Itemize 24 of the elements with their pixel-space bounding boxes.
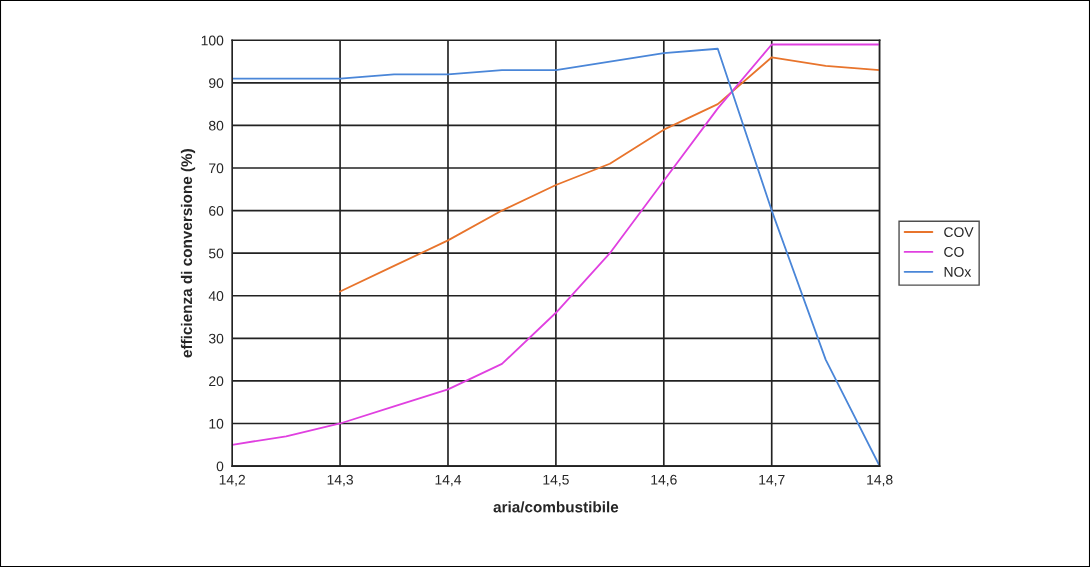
x-tick-label: 14,3: [327, 474, 353, 487]
x-tick-label: 14,5: [543, 474, 569, 487]
y-tick-label: 20: [209, 376, 224, 387]
x-tick-label: 14,7: [759, 474, 785, 487]
legend-label: NOx: [944, 266, 972, 277]
y-tick-label: 70: [209, 163, 224, 174]
y-tick-label: 60: [209, 205, 224, 216]
x-tick-label: 14,4: [435, 474, 462, 487]
x-tick-label: 14,8: [867, 474, 893, 487]
y-tick-label: 90: [209, 78, 224, 89]
legend-label: CO: [944, 247, 964, 257]
y-axis-title: efficienza di conversione (%): [180, 149, 196, 358]
y-tick-label: 40: [208, 291, 224, 301]
y-tick-label: 30: [208, 333, 224, 344]
y-tick-label: 100: [201, 35, 224, 46]
line-series: [339, 56, 880, 293]
y-tick-label: 0: [216, 461, 224, 472]
x-axis-title: aria/combustibile: [493, 501, 619, 513]
y-tick-label: 50: [208, 248, 224, 259]
x-tick-label: 14,6: [651, 474, 677, 487]
y-tick-label: 10: [209, 418, 224, 429]
legend-label: COV: [944, 227, 974, 237]
x-tick-label: 14,2: [219, 474, 245, 487]
y-tick-label: 80: [208, 120, 224, 131]
